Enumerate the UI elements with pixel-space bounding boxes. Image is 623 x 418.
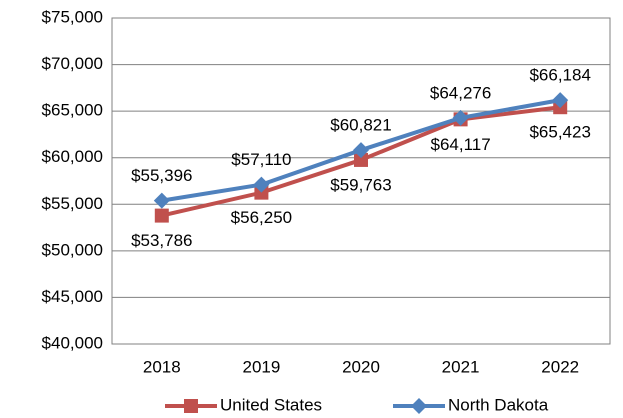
data-label: $56,250 <box>231 208 292 227</box>
data-label: $59,763 <box>330 175 391 194</box>
y-tick-label: $70,000 <box>42 54 103 73</box>
data-label: $64,276 <box>430 83 491 102</box>
marker <box>253 176 270 193</box>
marker <box>411 398 427 414</box>
x-tick-label: 2020 <box>342 357 380 376</box>
y-tick-label: $40,000 <box>42 333 103 352</box>
marker <box>354 152 368 167</box>
marker <box>153 192 170 209</box>
x-tick-label: 2019 <box>242 357 280 376</box>
data-label: $65,423 <box>529 123 590 142</box>
marker <box>452 109 469 126</box>
y-tick-label: $75,000 <box>42 7 103 26</box>
data-label: $57,110 <box>231 150 291 169</box>
data-label: $66,184 <box>529 66 590 85</box>
data-label: $60,821 <box>330 116 391 135</box>
marker <box>154 208 169 223</box>
x-tick-label: 2022 <box>541 357 579 376</box>
legend-label: United States <box>220 395 322 414</box>
y-tick-label: $50,000 <box>42 240 103 259</box>
marker <box>184 399 198 413</box>
y-tick-label: $65,000 <box>42 101 103 120</box>
x-tick-label: 2018 <box>143 357 181 376</box>
marker <box>353 142 369 159</box>
y-tick-label: $55,000 <box>42 194 103 213</box>
marker <box>254 185 269 200</box>
y-tick-label: $45,000 <box>42 287 103 306</box>
data-label: $55,396 <box>131 166 192 185</box>
marker <box>552 92 569 109</box>
y-tick-label: $60,000 <box>42 147 103 166</box>
x-tick-label: 2021 <box>442 357 480 376</box>
data-label: $53,786 <box>131 231 192 250</box>
legend-label: North Dakota <box>448 395 549 414</box>
data-label: $64,117 <box>430 135 490 154</box>
